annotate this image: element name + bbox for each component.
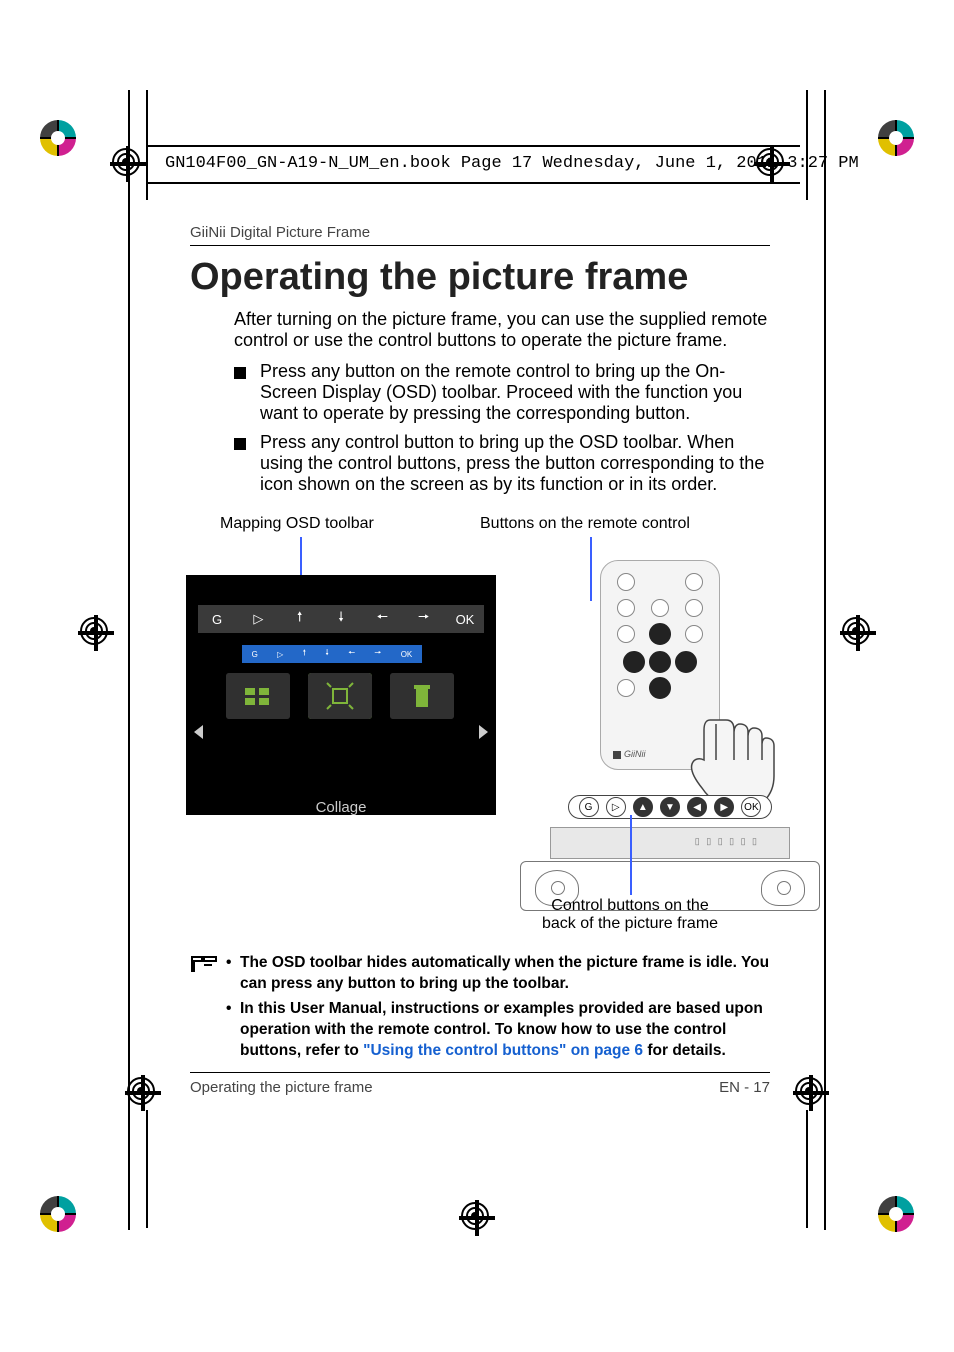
ctrl-btn: ▲: [633, 797, 653, 817]
bullet-item: Press any button on the remote control t…: [234, 361, 770, 424]
running-head: GiiNii Digital Picture Frame: [190, 224, 770, 241]
nav-arrow-right-icon: [479, 725, 488, 739]
remote-btn: [651, 599, 669, 617]
color-target-br: [878, 1196, 914, 1232]
color-target-bl: [40, 1196, 76, 1232]
remote-btn: [649, 677, 671, 699]
osd-toolbar-large: G ▷ 🠕 🠗 🠔 🠖 OK: [198, 605, 484, 633]
osd-btn: 🠖: [413, 608, 435, 630]
osd-toolbar-small: G ▷ 🠕 🠗 🠔 🠖 OK: [242, 645, 422, 663]
crop-rule-right-outer: [824, 90, 826, 1230]
ctrl-btn: ▶: [714, 797, 734, 817]
figure-area: Mapping OSD toolbar Buttons on the remot…: [190, 515, 770, 935]
color-target-tl: [40, 120, 76, 156]
frame-foot-right: [761, 870, 805, 906]
ctrl-btn: ▷: [606, 797, 626, 817]
footer-section: Operating the picture frame: [190, 1079, 373, 1096]
color-target-tr: [878, 120, 914, 156]
callout-line-ctrl: [630, 815, 632, 895]
bullet-item: Press any control button to bring up the…: [234, 432, 770, 495]
reg-mark-left: [78, 615, 114, 651]
remote-btn: [685, 573, 703, 591]
footer-page-number: EN - 17: [719, 1079, 770, 1096]
note-item: In this User Manual, instructions or exa…: [226, 999, 770, 1062]
note-block: The OSD toolbar hides automatically when…: [190, 953, 770, 1062]
ctrl-btn: OK: [741, 797, 761, 817]
osd-btn: 🠔: [371, 608, 393, 630]
remote-right-btn: [675, 651, 697, 673]
figure-label-left: Mapping OSD toolbar: [220, 515, 374, 533]
frame-back-slab: ▯ ▯ ▯ ▯ ▯ ▯: [550, 827, 790, 859]
remote-and-frame-figure: GiiNii G ▷ ▲ ▼ ◀ ▶ OK ▯ ▯: [530, 560, 810, 940]
osd-menu-grid: [226, 673, 456, 793]
nav-arrow-left-icon: [194, 725, 203, 739]
osd-btn: G: [206, 612, 228, 627]
ctrl-btn: G: [579, 797, 599, 817]
figure-label-right: Buttons on the remote control: [480, 515, 690, 533]
header-rule-bottom: [148, 182, 800, 184]
header-file-path: GN104F00_GN-A19-N_UM_en.book Page 17 Wed…: [165, 154, 859, 173]
osd-btn: OK: [454, 612, 476, 627]
cross-reference-link[interactable]: "Using the control buttons" on page 6: [363, 1042, 643, 1059]
remote-btn: [617, 679, 635, 697]
page-title: Operating the picture frame: [190, 256, 770, 299]
osd-screenshot: G ▷ 🠕 🠗 🠔 🠖 OK G ▷ 🠕 🠗 🠔 🠖 OK: [186, 575, 496, 815]
remote-btn: [617, 599, 635, 617]
remote-btn: [685, 625, 703, 643]
remote-down-btn: [649, 651, 671, 673]
control-button-strip: G ▷ ▲ ▼ ◀ ▶ OK: [568, 795, 772, 819]
ctrl-btn: ◀: [687, 797, 707, 817]
osd-caption: Collage: [186, 799, 496, 816]
intro-paragraph: After turning on the picture frame, you …: [234, 309, 770, 351]
remote-power-icon: [617, 573, 635, 591]
remote-btn: [617, 625, 635, 643]
note-icon: [190, 955, 218, 973]
crop-rule-right-inner-bot: [806, 1110, 808, 1228]
reg-mark-leftlow: [125, 1075, 161, 1111]
osd-btn: 🠗: [330, 608, 352, 630]
page-footer: Operating the picture frame EN - 17: [190, 1072, 770, 1096]
crop-rule-right-inner-top: [806, 90, 808, 200]
remote-logo: GiiNii: [613, 749, 646, 759]
osd-btn: ▷: [247, 611, 269, 627]
remote-ok-btn: [649, 623, 671, 645]
crop-rule-left-outer: [128, 90, 130, 1230]
remote-left-btn: [623, 651, 645, 673]
header-rule-top: [148, 145, 800, 147]
expand-icon: [325, 681, 355, 711]
osd-btn: 🠕: [289, 608, 311, 630]
reg-mark-right: [840, 615, 876, 651]
reg-mark-bottom: [459, 1200, 495, 1236]
ctrl-btn: ▼: [660, 797, 680, 817]
grid-icon: [241, 684, 275, 708]
note-item: The OSD toolbar hides automatically when…: [226, 953, 770, 995]
delete-icon: [410, 681, 434, 711]
crop-rule-left-inner-bot: [146, 1110, 148, 1228]
remote-btn: [685, 599, 703, 617]
running-head-rule: [190, 245, 770, 246]
control-buttons-caption: Control buttons on the back of the pictu…: [520, 897, 740, 933]
